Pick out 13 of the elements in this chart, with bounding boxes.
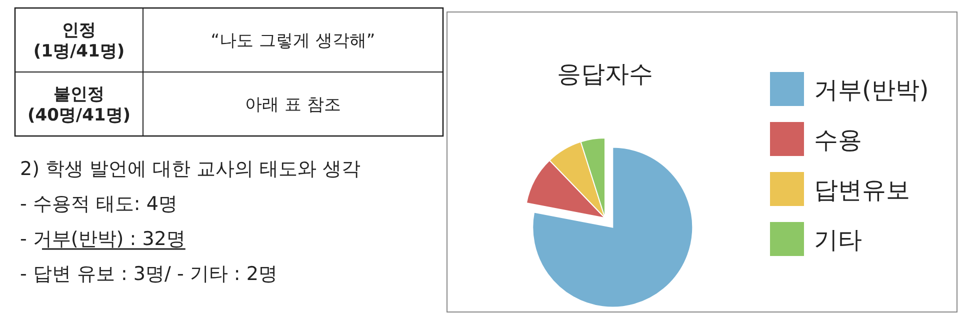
- text: 불인정 (40명/41명): [27, 84, 131, 126]
- legend-label: 거부(반박): [814, 76, 929, 104]
- chart-title: 응답자수: [557, 60, 653, 88]
- text: 인정 (1명/41명): [33, 20, 125, 62]
- text: - 거부(반박) : 32명: [20, 228, 186, 250]
- text: - 수용적 태도: 4명: [20, 193, 178, 215]
- text: - 답변 유보 : 3명/ - 기타 : 2명: [20, 263, 278, 285]
- text: “나도 그렇게 생각해”: [210, 31, 376, 51]
- text: 2) 학생 발언에 대한 교사의 태도와 생각: [20, 158, 361, 180]
- legend-label: 수용: [814, 126, 862, 154]
- legend-label: 기타: [814, 226, 862, 254]
- text: 아래 표 참조: [245, 95, 341, 115]
- legend-label: 답변유보: [814, 176, 910, 204]
